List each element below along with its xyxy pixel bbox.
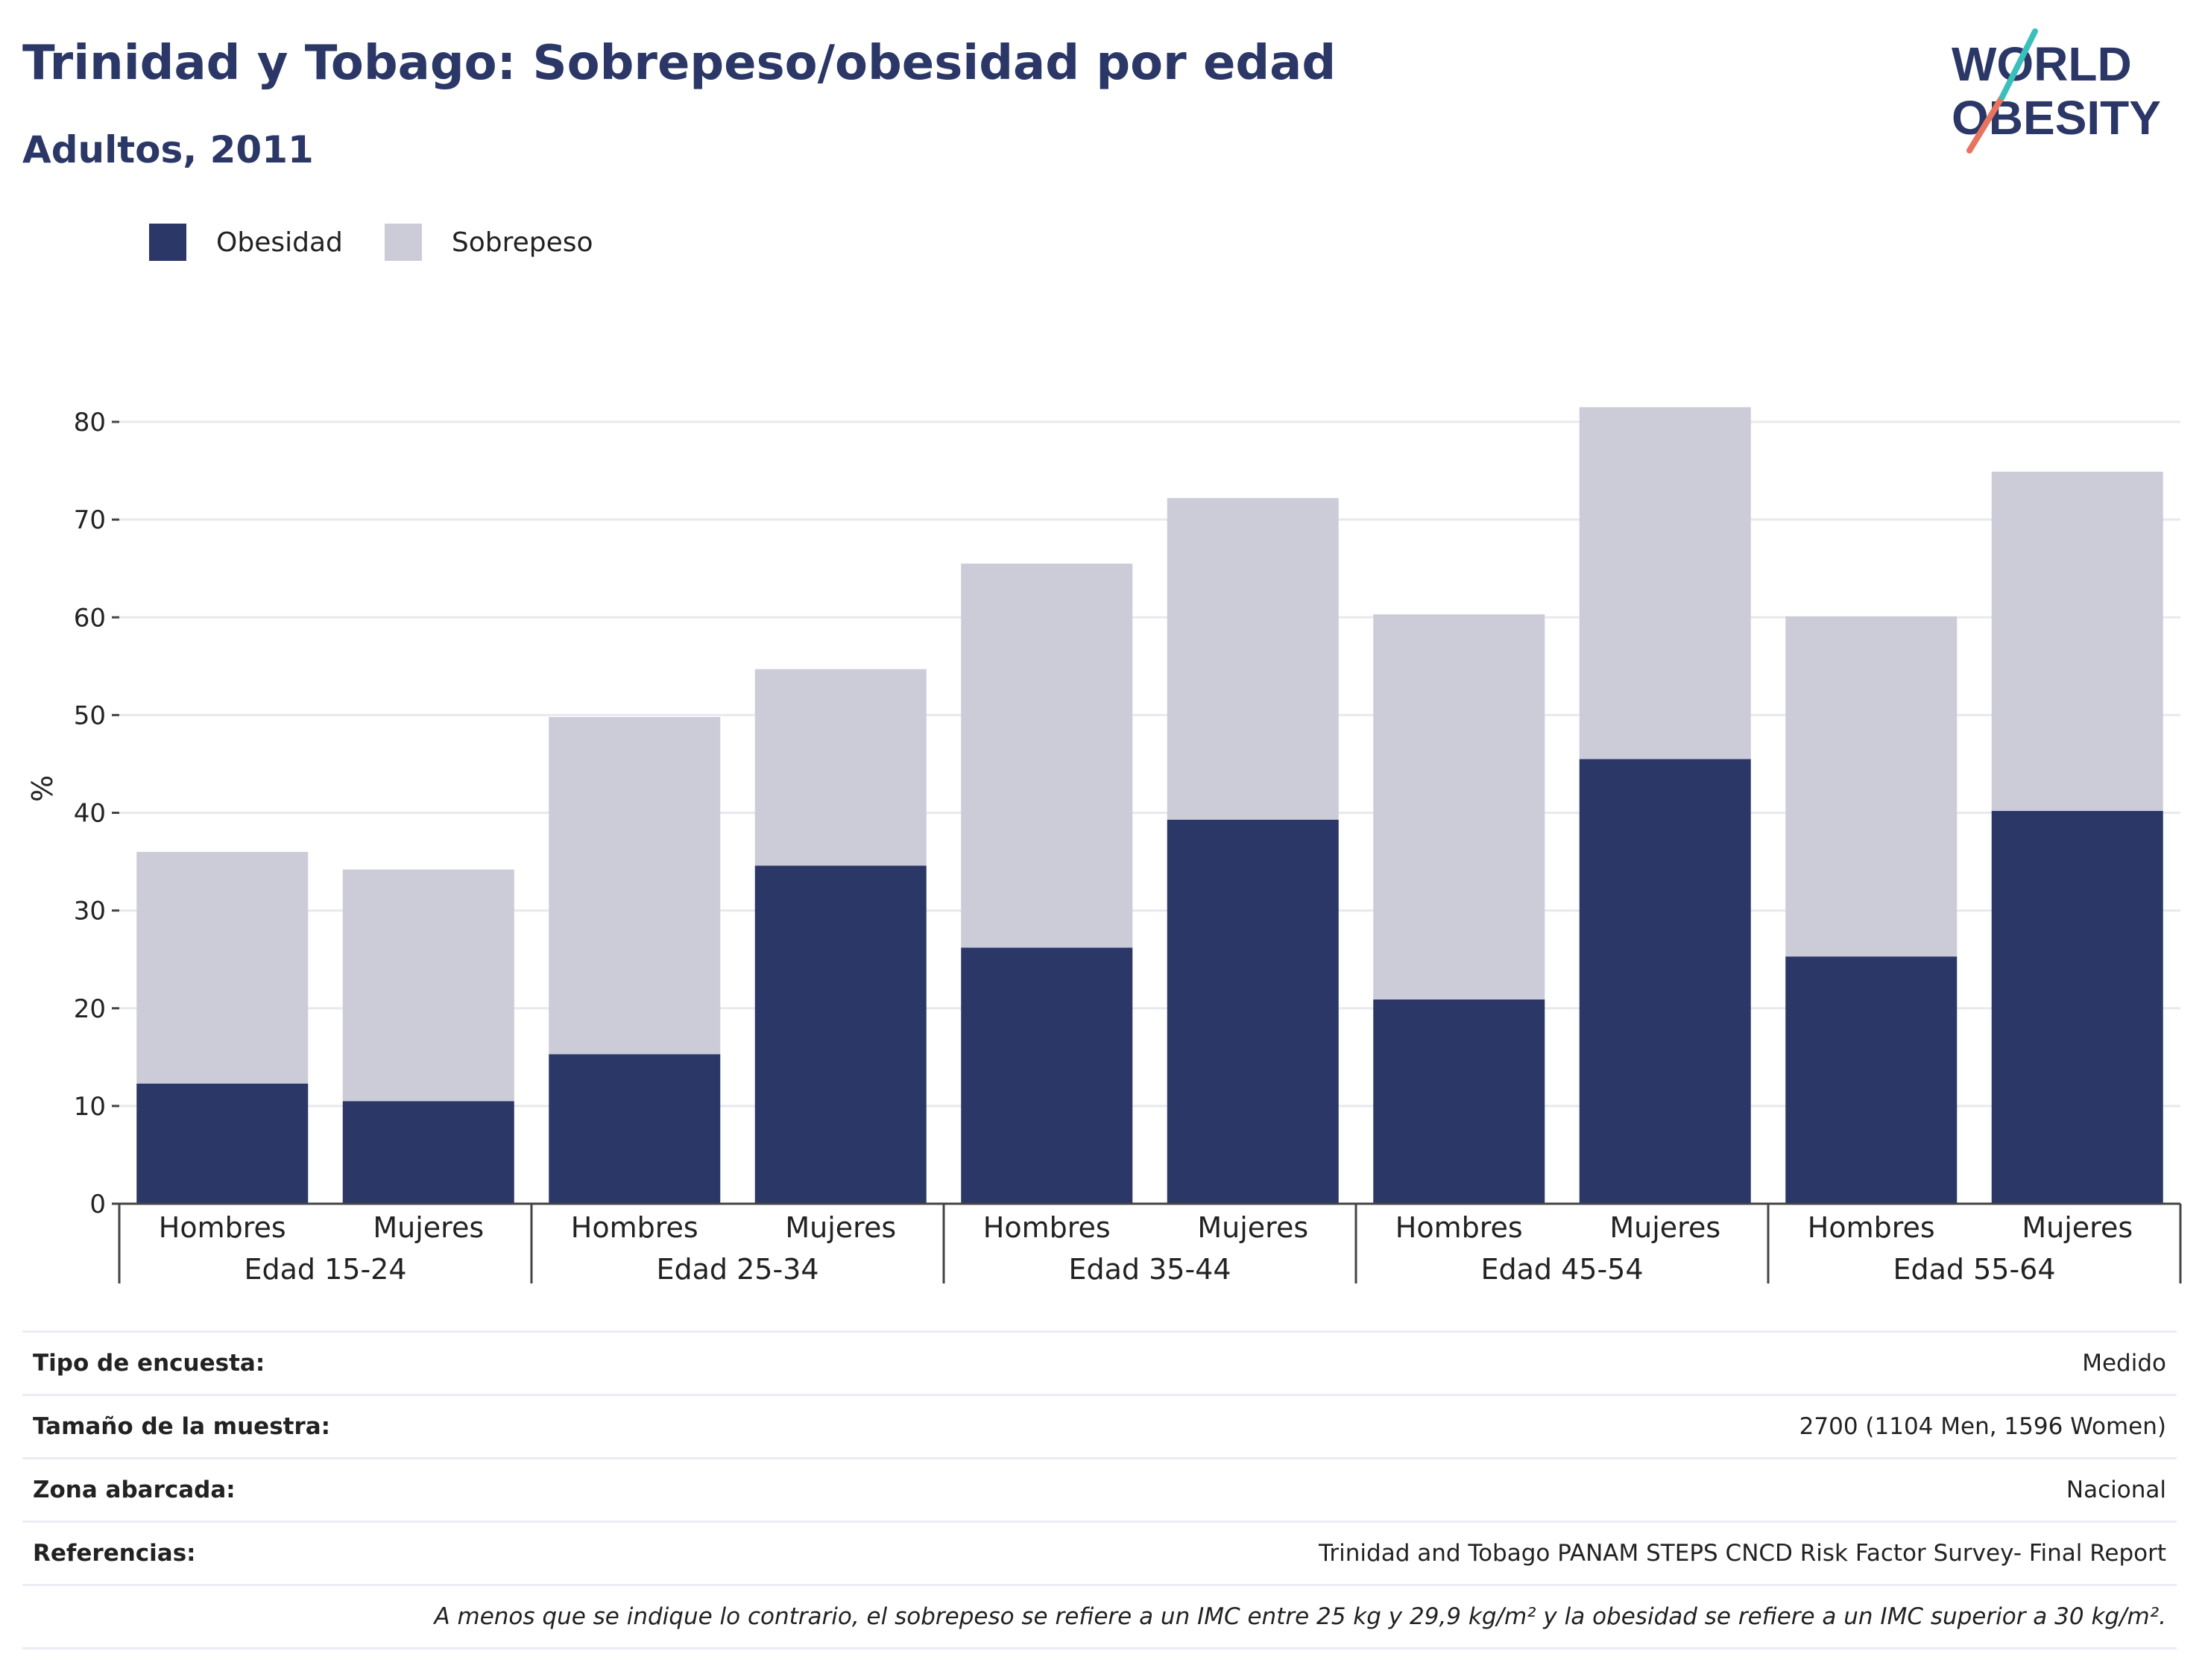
- bar-obesity: [961, 947, 1133, 1204]
- x-tick-label: Mujeres: [785, 1211, 896, 1244]
- bar-obesity: [1991, 810, 2163, 1204]
- group-label: Edad 35-44: [1068, 1253, 1231, 1286]
- info-row-sample-size: Tamaño de la muestra: 2700 (1104 Men, 15…: [22, 1394, 2177, 1457]
- svg-text:WORLD: WORLD: [1952, 37, 2132, 91]
- legend-item-overweight[interactable]: Sobrepeso: [384, 224, 593, 261]
- info-row-references: Referencias: Trinidad and Tobago PANAM S…: [22, 1520, 2177, 1584]
- y-tick-label: 0: [89, 1190, 106, 1219]
- bar-overweight: [1991, 471, 2163, 811]
- group-label: Edad 45-54: [1480, 1253, 1643, 1286]
- info-label: Tamaño de la muestra:: [33, 1413, 331, 1440]
- y-tick-label: 30: [74, 897, 106, 926]
- bar-overweight: [1373, 614, 1545, 1000]
- bar-obesity: [1167, 819, 1339, 1204]
- bar-overweight: [1579, 407, 1751, 760]
- bar-obesity: [549, 1054, 721, 1204]
- bar-obesity: [1373, 999, 1545, 1204]
- legend-item-obesity[interactable]: Obesidad: [149, 224, 343, 261]
- chart-title: Trinidad y Tobago: Sobrepeso/obesidad po…: [22, 36, 1337, 91]
- y-tick-label: 20: [74, 994, 106, 1024]
- info-row-survey-type: Tipo de encuesta: Medido: [22, 1330, 2177, 1394]
- x-tick-label: Hombres: [1808, 1211, 1935, 1244]
- bar-overweight: [1167, 498, 1339, 820]
- info-value: 2700 (1104 Men, 1596 Women): [1799, 1413, 2166, 1440]
- survey-info-table: Tipo de encuesta: Medido Tamaño de la mu…: [22, 1330, 2177, 1649]
- y-tick-label: 80: [74, 408, 106, 438]
- info-row-coverage: Zona abarcada: Nacional: [22, 1457, 2177, 1520]
- y-tick-label: 70: [74, 505, 106, 535]
- info-label: Referencias:: [33, 1540, 196, 1567]
- x-tick-label: Hombres: [1395, 1211, 1523, 1244]
- info-value: Nacional: [2066, 1477, 2166, 1503]
- info-label: Tipo de encuesta:: [33, 1350, 265, 1377]
- world-obesity-logo: WORLD OBESITY: [1952, 28, 2161, 154]
- y-tick-label: 40: [74, 799, 106, 829]
- bar-overweight: [961, 563, 1133, 948]
- chart-subtitle: Adultos, 2011: [22, 128, 314, 171]
- bar-obesity: [1785, 956, 1958, 1204]
- group-label: Edad 15-24: [244, 1253, 406, 1286]
- bar-overweight: [549, 716, 721, 1055]
- info-label: Zona abarcada:: [33, 1477, 236, 1503]
- y-tick-label: 50: [74, 701, 106, 730]
- x-tick-label: Mujeres: [1609, 1211, 1720, 1244]
- y-tick-label: 10: [74, 1092, 106, 1122]
- y-axis-label: %: [26, 775, 59, 802]
- group-label: Edad 25-34: [656, 1253, 818, 1286]
- legend-label-overweight: Sobrepeso: [451, 227, 593, 258]
- legend-label-obesity: Obesidad: [216, 227, 343, 258]
- group-label: Edad 55-64: [1893, 1253, 2055, 1286]
- info-value: Trinidad and Tobago PANAM STEPS CNCD Ris…: [1319, 1540, 2166, 1567]
- x-tick-label: Mujeres: [373, 1211, 484, 1244]
- definition-note: A menos que se indique lo contrario, el …: [22, 1584, 2177, 1649]
- legend-swatch-overweight: [384, 224, 422, 261]
- bar-overweight: [754, 669, 927, 866]
- stacked-bar-chart: 0 10 20 30 40 50 60 70 80% Hombres Mujeres Hombres M…: [26, 407, 2182, 1286]
- info-value: Medido: [2082, 1350, 2166, 1377]
- bar-overweight: [342, 869, 514, 1102]
- bar-overweight: [1785, 616, 1958, 957]
- x-tick-label: Mujeres: [1197, 1211, 1308, 1244]
- chart-legend: Obesidad Sobrepeso: [149, 224, 635, 261]
- x-tick-label: Hombres: [571, 1211, 698, 1244]
- bar-obesity: [342, 1101, 514, 1204]
- bar-obesity: [1579, 759, 1751, 1204]
- x-tick-label: Hombres: [983, 1211, 1111, 1244]
- y-tick-label: 60: [74, 603, 106, 633]
- legend-swatch-obesity: [149, 224, 186, 261]
- bar-obesity: [136, 1083, 309, 1204]
- x-tick-label: Hombres: [159, 1211, 286, 1244]
- bar-obesity: [754, 865, 927, 1204]
- bar-overweight: [136, 851, 309, 1084]
- x-tick-label: Mujeres: [2022, 1211, 2133, 1244]
